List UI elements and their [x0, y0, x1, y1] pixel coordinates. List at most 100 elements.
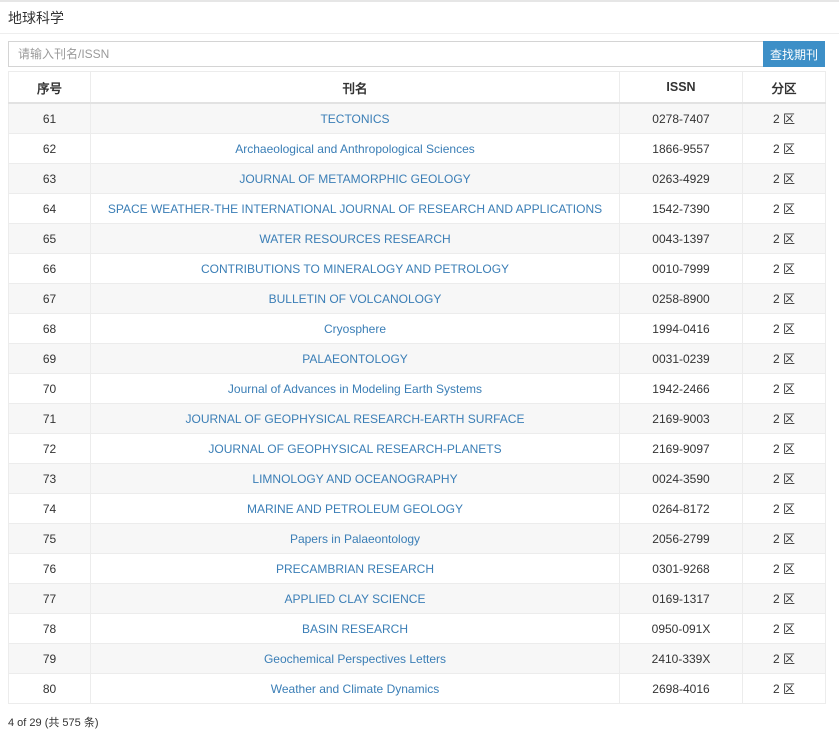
journal-link[interactable]: MARINE AND PETROLEUM GEOLOGY [246, 501, 464, 516]
row-name-cell: CONTRIBUTIONS TO MINERALOGY AND PETROLOG… [90, 253, 620, 284]
row-index: 76 [8, 553, 91, 584]
row-zone: 2 区 [742, 223, 826, 254]
panel-title: 地球科学 [8, 10, 64, 26]
row-name-cell: JOURNAL OF GEOPHYSICAL RESEARCH-EARTH SU… [90, 403, 620, 434]
row-issn: 1942-2466 [619, 373, 743, 404]
row-name-cell: BULLETIN OF VOLCANOLOGY [90, 283, 620, 314]
row-index: 70 [8, 373, 91, 404]
row-issn: 0169-1317 [619, 583, 743, 614]
top-border [0, 0, 839, 2]
journal-link[interactable]: BASIN RESEARCH [301, 621, 409, 636]
row-name-cell: JOURNAL OF GEOPHYSICAL RESEARCH-PLANETS [90, 433, 620, 464]
title-divider [0, 33, 839, 34]
row-issn: 2056-2799 [619, 523, 743, 554]
row-name-cell: LIMNOLOGY AND OCEANOGRAPHY [90, 463, 620, 494]
table-row: 80 Weather and Climate Dynamics 2698-4016 2… [8, 673, 826, 704]
journal-link[interactable]: TECTONICS [320, 111, 390, 126]
column-header-issn[interactable]: ISSN [619, 71, 743, 104]
row-issn: 1542-7390 [619, 193, 743, 224]
row-index: 74 [8, 493, 91, 524]
row-zone: 2 区 [742, 163, 826, 194]
row-issn: 0043-1397 [619, 223, 743, 254]
journal-link[interactable]: Papers in Palaeontology [289, 531, 421, 546]
row-zone: 2 区 [742, 463, 826, 494]
row-index: 65 [8, 223, 91, 254]
table-header-row: 序号 刊名 ISSN 分区 [8, 71, 826, 104]
journal-link[interactable]: JOURNAL OF GEOPHYSICAL RESEARCH-EARTH SU… [185, 411, 525, 426]
row-issn: 0278-7407 [619, 102, 743, 134]
row-zone: 2 区 [742, 643, 826, 674]
row-name-cell: PRECAMBRIAN RESEARCH [90, 553, 620, 584]
journal-link[interactable]: SPACE WEATHER-THE INTERNATIONAL JOURNAL … [107, 201, 603, 216]
journal-link[interactable]: Geochemical Perspectives Letters [263, 651, 447, 666]
row-name-cell: Journal of Advances in Modeling Earth Sy… [90, 373, 620, 404]
journal-link[interactable]: APPLIED CLAY SCIENCE [284, 591, 426, 606]
row-zone: 2 区 [742, 343, 826, 374]
table-row: 63 JOURNAL OF METAMORPHIC GEOLOGY 0263-492… [8, 163, 826, 194]
journal-link[interactable]: JOURNAL OF METAMORPHIC GEOLOGY [239, 171, 471, 186]
row-issn: 0301-9268 [619, 553, 743, 584]
search-button[interactable]: 查找期刊 [763, 41, 825, 67]
column-header-zone[interactable]: 分区 [742, 71, 826, 104]
row-name-cell: MARINE AND PETROLEUM GEOLOGY [90, 493, 620, 524]
table-row: 68 Cryosphere 1994-0416 2 区 [8, 313, 826, 344]
row-index: 77 [8, 583, 91, 614]
row-zone: 2 区 [742, 553, 826, 584]
row-name-cell: SPACE WEATHER-THE INTERNATIONAL JOURNAL … [90, 193, 620, 224]
journal-link[interactable]: WATER RESOURCES RESEARCH [259, 231, 451, 246]
row-index: 80 [8, 673, 91, 704]
row-issn: 2410-339X [619, 643, 743, 674]
column-header-name[interactable]: 刊名 [90, 71, 620, 104]
journal-link[interactable]: LIMNOLOGY AND OCEANOGRAPHY [252, 471, 458, 486]
table-row: 71 JOURNAL OF GEOPHYSICAL RESEARCH-EARTH … [8, 403, 826, 434]
journal-link[interactable]: PALAEONTOLOGY [302, 351, 408, 366]
journal-link[interactable]: Weather and Climate Dynamics [270, 681, 440, 696]
table-row: 72 JOURNAL OF GEOPHYSICAL RESEARCH-PLANET… [8, 433, 826, 464]
row-name-cell: WATER RESOURCES RESEARCH [90, 223, 620, 254]
row-zone: 2 区 [742, 613, 826, 644]
row-index: 68 [8, 313, 91, 344]
search-input[interactable] [8, 41, 771, 67]
table-row: 74 MARINE AND PETROLEUM GEOLOGY 0264-8172 2… [8, 493, 826, 524]
table-row: 62 Archaeological and Anthropological Sci… [8, 133, 826, 164]
row-issn: 0950-091X [619, 613, 743, 644]
journal-link[interactable]: JOURNAL OF GEOPHYSICAL RESEARCH-PLANETS [208, 441, 502, 456]
row-issn: 0031-0239 [619, 343, 743, 374]
row-index: 61 [8, 102, 91, 134]
row-issn: 1994-0416 [619, 313, 743, 344]
table-row: 67 BULLETIN OF VOLCANOLOGY 0258-8900 2 区 [8, 283, 826, 314]
journal-link[interactable]: Journal of Advances in Modeling Earth Sy… [227, 381, 483, 396]
row-name-cell: Weather and Climate Dynamics [90, 673, 620, 704]
row-zone: 2 区 [742, 253, 826, 284]
row-issn: 0264-8172 [619, 493, 743, 524]
row-name-cell: PALAEONTOLOGY [90, 343, 620, 374]
row-name-cell: APPLIED CLAY SCIENCE [90, 583, 620, 614]
row-index: 79 [8, 643, 91, 674]
table-row: 65 WATER RESOURCES RESEARCH 0043-1397 2 区 [8, 223, 826, 254]
row-index: 67 [8, 283, 91, 314]
journal-link[interactable]: CONTRIBUTIONS TO MINERALOGY AND PETROLOG… [200, 261, 510, 276]
row-issn: 0024-3590 [619, 463, 743, 494]
table-row: 69 PALAEONTOLOGY 0031-0239 2 区 [8, 343, 826, 374]
row-issn: 2169-9003 [619, 403, 743, 434]
table-row: 77 APPLIED CLAY SCIENCE 0169-1317 2 区 [8, 583, 826, 614]
table-row: 78 BASIN RESEARCH 0950-091X 2 区 [8, 613, 826, 644]
row-index: 78 [8, 613, 91, 644]
row-name-cell: BASIN RESEARCH [90, 613, 620, 644]
journal-link[interactable]: Archaeological and Anthropological Scien… [235, 141, 475, 156]
journal-link[interactable]: BULLETIN OF VOLCANOLOGY [268, 291, 442, 306]
row-issn: 0263-4929 [619, 163, 743, 194]
journal-link[interactable]: Cryosphere [323, 321, 387, 336]
table-body: 61 TECTONICS 0278-7407 2 区 62 Archaeological … [8, 102, 826, 704]
column-header-index[interactable]: 序号 [8, 71, 91, 104]
row-zone: 2 区 [742, 433, 826, 464]
table-row: 66 CONTRIBUTIONS TO MINERALOGY AND PETROL… [8, 253, 826, 284]
row-zone: 2 区 [742, 493, 826, 524]
row-zone: 2 区 [742, 133, 826, 164]
row-index: 66 [8, 253, 91, 284]
row-zone: 2 区 [742, 583, 826, 614]
row-issn: 2698-4016 [619, 673, 743, 704]
journal-link[interactable]: PRECAMBRIAN RESEARCH [275, 561, 435, 576]
table-row: 61 TECTONICS 0278-7407 2 区 [8, 102, 826, 134]
row-index: 62 [8, 133, 91, 164]
